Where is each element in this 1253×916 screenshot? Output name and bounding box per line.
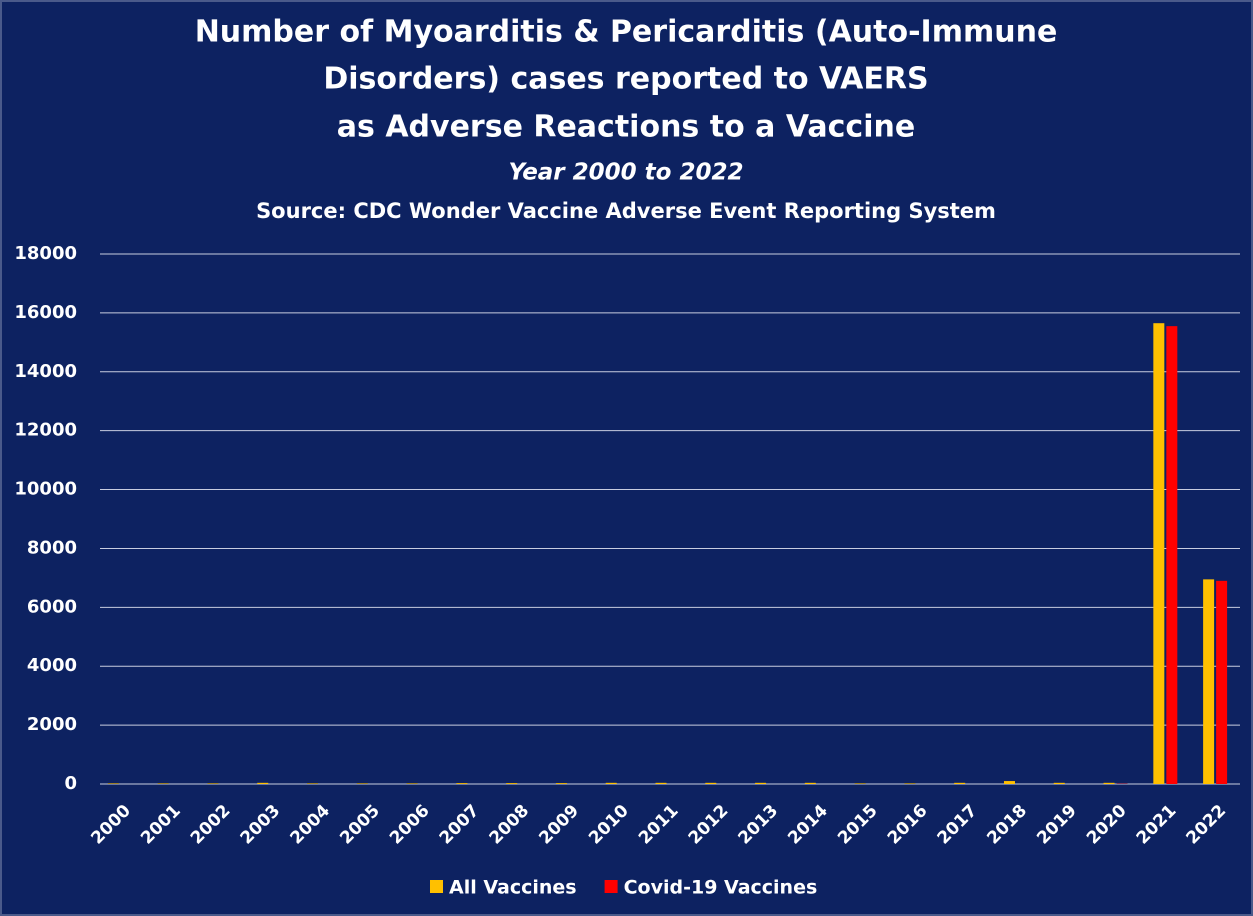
y-tick-label: 6000 <box>27 596 77 617</box>
bar <box>257 782 269 784</box>
y-tick-label: 4000 <box>27 655 77 676</box>
chart-subtitle: Year 2000 to 2022 <box>509 160 744 186</box>
bar <box>456 783 468 784</box>
bar <box>605 782 617 784</box>
legend-label: All Vaccines <box>449 877 577 899</box>
bar <box>705 782 717 784</box>
bar <box>655 782 667 784</box>
chart-title: Number of Myoarditis & Pericarditis (Aut… <box>195 15 1058 50</box>
y-tick-label: 0 <box>64 773 77 794</box>
bar <box>157 783 169 784</box>
bar <box>406 783 418 784</box>
bar <box>1203 579 1215 784</box>
legend-swatch <box>430 880 443 893</box>
bar <box>1103 782 1115 784</box>
bar <box>1216 580 1228 784</box>
y-tick-label: 16000 <box>14 302 77 323</box>
y-tick-label: 12000 <box>14 420 77 441</box>
y-tick-label: 10000 <box>14 479 77 500</box>
y-tick-label: 2000 <box>27 714 77 735</box>
y-tick-label: 18000 <box>14 243 77 264</box>
bar <box>307 783 319 784</box>
bar <box>1053 782 1065 784</box>
bar <box>904 783 916 784</box>
bar <box>555 783 567 784</box>
bar <box>1003 781 1015 784</box>
bar <box>804 782 816 784</box>
chart-title: Disorders) cases reported to VAERS <box>323 62 928 97</box>
bar <box>854 783 866 784</box>
chart-source: Source: CDC Wonder Vaccine Adverse Event… <box>256 199 996 223</box>
bar <box>107 783 119 784</box>
bar <box>356 783 368 784</box>
legend-label: Covid-19 Vaccines <box>624 877 818 899</box>
chart-title: as Adverse Reactions to a Vaccine <box>337 110 915 145</box>
y-tick-label: 8000 <box>27 537 77 558</box>
bar <box>207 783 219 784</box>
y-tick-label: 14000 <box>14 361 77 382</box>
legend-swatch <box>604 880 618 893</box>
bar <box>1166 326 1178 784</box>
bar <box>1153 323 1165 784</box>
bar <box>506 783 518 784</box>
bar <box>755 782 767 784</box>
bar <box>954 782 966 784</box>
